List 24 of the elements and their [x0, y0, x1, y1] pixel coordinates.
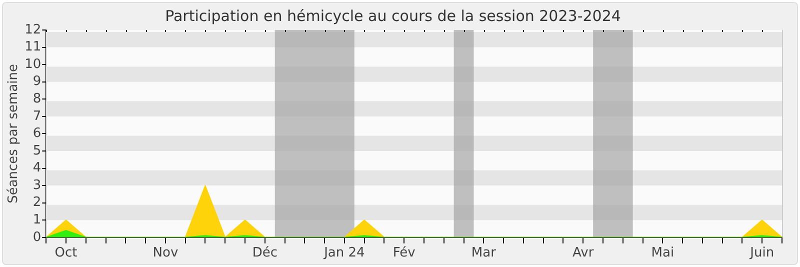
x-tick-label: Jan 24 — [323, 246, 365, 261]
y-axis-title: Séances par semaine — [6, 64, 22, 204]
y-tick-label: 0 — [32, 230, 42, 245]
y-tick-label: 3 — [32, 178, 42, 193]
y-tick-label: 1 — [32, 212, 42, 228]
y-tick-label: 9 — [32, 74, 42, 90]
chart-title: Participation en hémicycle au cours de la session 2023-2024 — [165, 6, 621, 25]
x-tick-label: Fév — [392, 246, 416, 261]
x-tick-label: Mai — [651, 246, 674, 261]
y-tick-label: 4 — [32, 160, 42, 176]
x-tick-label: Déc — [252, 246, 278, 261]
y-tick-label: 8 — [32, 92, 42, 107]
y-tick-label: 7 — [32, 108, 42, 124]
y-tick-label: 10 — [24, 56, 42, 72]
y-tick-label: 6 — [32, 126, 42, 142]
x-tick-label: Mar — [471, 246, 497, 261]
x-tick-label: Juin — [749, 246, 774, 261]
y-tick-label: 12 — [24, 22, 42, 38]
x-tick-label: Nov — [152, 246, 178, 261]
y-tick-label: 11 — [24, 40, 42, 55]
y-tick-label: 5 — [32, 143, 42, 158]
x-tick-label: Oct — [54, 246, 78, 261]
x-tick-label: Avr — [572, 246, 594, 261]
y-tick-label: 2 — [32, 195, 42, 210]
